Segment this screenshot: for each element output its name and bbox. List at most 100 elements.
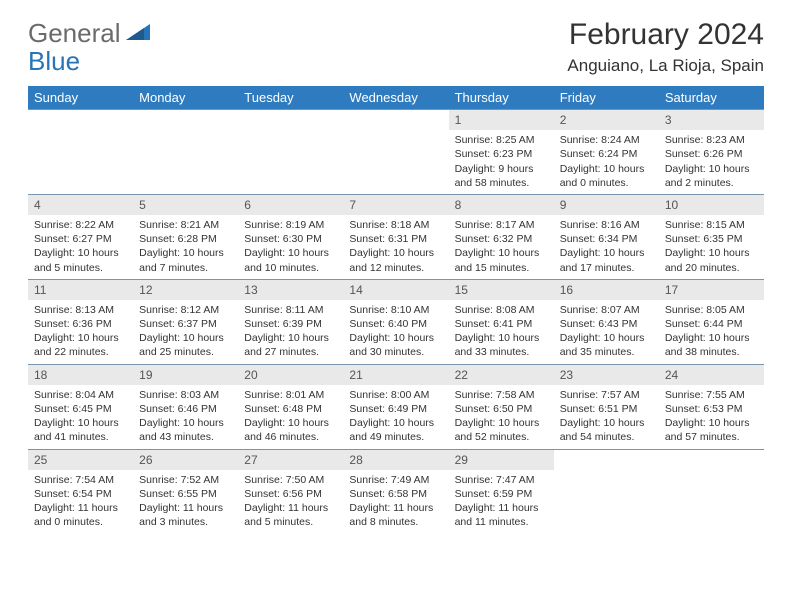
- day-content-cell: Sunrise: 8:07 AMSunset: 6:43 PMDaylight:…: [554, 300, 659, 364]
- day-number-cell: 24: [659, 364, 764, 385]
- day-content-row: Sunrise: 8:22 AMSunset: 6:27 PMDaylight:…: [28, 215, 764, 279]
- calendar-body: 123Sunrise: 8:25 AMSunset: 6:23 PMDaylig…: [28, 110, 764, 534]
- day-number-cell: 23: [554, 364, 659, 385]
- day-content-cell: Sunrise: 7:49 AMSunset: 6:58 PMDaylight:…: [343, 470, 448, 534]
- day-number-row: 18192021222324: [28, 364, 764, 385]
- day-content-cell: Sunrise: 8:04 AMSunset: 6:45 PMDaylight:…: [28, 385, 133, 449]
- day-content-cell: Sunrise: 8:11 AMSunset: 6:39 PMDaylight:…: [238, 300, 343, 364]
- day-content-cell: Sunrise: 8:08 AMSunset: 6:41 PMDaylight:…: [449, 300, 554, 364]
- day-details: Sunrise: 8:13 AMSunset: 6:36 PMDaylight:…: [34, 303, 127, 360]
- triangle-icon: [126, 18, 152, 49]
- weekday-header: Sunday: [28, 86, 133, 110]
- weekday-header: Wednesday: [343, 86, 448, 110]
- day-details: Sunrise: 8:16 AMSunset: 6:34 PMDaylight:…: [560, 218, 653, 275]
- day-details: Sunrise: 8:15 AMSunset: 6:35 PMDaylight:…: [665, 218, 758, 275]
- day-number-cell: 8: [449, 194, 554, 215]
- day-details: Sunrise: 8:01 AMSunset: 6:48 PMDaylight:…: [244, 388, 337, 445]
- day-number-cell: 18: [28, 364, 133, 385]
- day-content-cell: Sunrise: 7:57 AMSunset: 6:51 PMDaylight:…: [554, 385, 659, 449]
- day-content-cell: Sunrise: 8:00 AMSunset: 6:49 PMDaylight:…: [343, 385, 448, 449]
- day-number-cell: 9: [554, 194, 659, 215]
- logo-word-1: General: [28, 18, 121, 49]
- day-number-cell: 19: [133, 364, 238, 385]
- day-content-cell: Sunrise: 8:15 AMSunset: 6:35 PMDaylight:…: [659, 215, 764, 279]
- page-title: February 2024: [567, 18, 764, 52]
- day-number-cell: 20: [238, 364, 343, 385]
- day-number-cell: 4: [28, 194, 133, 215]
- day-details: Sunrise: 8:03 AMSunset: 6:46 PMDaylight:…: [139, 388, 232, 445]
- day-number-cell: 11: [28, 279, 133, 300]
- day-content-row: Sunrise: 8:13 AMSunset: 6:36 PMDaylight:…: [28, 300, 764, 364]
- day-content-cell: Sunrise: 8:24 AMSunset: 6:24 PMDaylight:…: [554, 130, 659, 194]
- day-content-cell: Sunrise: 8:19 AMSunset: 6:30 PMDaylight:…: [238, 215, 343, 279]
- day-content-cell: [554, 470, 659, 534]
- day-number-cell: 27: [238, 449, 343, 470]
- day-content-cell: Sunrise: 8:16 AMSunset: 6:34 PMDaylight:…: [554, 215, 659, 279]
- day-details: Sunrise: 8:04 AMSunset: 6:45 PMDaylight:…: [34, 388, 127, 445]
- day-number-cell: [659, 449, 764, 470]
- day-details: Sunrise: 8:25 AMSunset: 6:23 PMDaylight:…: [455, 133, 548, 190]
- day-details: Sunrise: 7:50 AMSunset: 6:56 PMDaylight:…: [244, 473, 337, 530]
- logo-word-2: Blue: [28, 46, 80, 77]
- day-content-row: Sunrise: 8:25 AMSunset: 6:23 PMDaylight:…: [28, 130, 764, 194]
- day-details: Sunrise: 8:24 AMSunset: 6:24 PMDaylight:…: [560, 133, 653, 190]
- day-number-cell: 25: [28, 449, 133, 470]
- day-details: Sunrise: 7:57 AMSunset: 6:51 PMDaylight:…: [560, 388, 653, 445]
- day-content-cell: Sunrise: 7:52 AMSunset: 6:55 PMDaylight:…: [133, 470, 238, 534]
- day-number-cell: 28: [343, 449, 448, 470]
- day-content-cell: Sunrise: 8:13 AMSunset: 6:36 PMDaylight:…: [28, 300, 133, 364]
- day-number-cell: 26: [133, 449, 238, 470]
- day-number-cell: [554, 449, 659, 470]
- weekday-header: Tuesday: [238, 86, 343, 110]
- day-number-cell: 6: [238, 194, 343, 215]
- day-content-cell: [238, 130, 343, 194]
- day-number-row: 11121314151617: [28, 279, 764, 300]
- location: Anguiano, La Rioja, Spain: [567, 56, 764, 76]
- day-content-cell: [28, 130, 133, 194]
- day-content-row: Sunrise: 8:04 AMSunset: 6:45 PMDaylight:…: [28, 385, 764, 449]
- weekday-header: Saturday: [659, 86, 764, 110]
- day-details: Sunrise: 7:58 AMSunset: 6:50 PMDaylight:…: [455, 388, 548, 445]
- weekday-header: Thursday: [449, 86, 554, 110]
- day-number-cell: [238, 110, 343, 131]
- day-details: Sunrise: 8:10 AMSunset: 6:40 PMDaylight:…: [349, 303, 442, 360]
- day-details: Sunrise: 8:18 AMSunset: 6:31 PMDaylight:…: [349, 218, 442, 275]
- logo: General: [28, 18, 154, 49]
- day-number-cell: 17: [659, 279, 764, 300]
- day-details: Sunrise: 8:19 AMSunset: 6:30 PMDaylight:…: [244, 218, 337, 275]
- weekday-header: Monday: [133, 86, 238, 110]
- day-content-cell: [133, 130, 238, 194]
- day-details: Sunrise: 8:23 AMSunset: 6:26 PMDaylight:…: [665, 133, 758, 190]
- day-details: Sunrise: 8:12 AMSunset: 6:37 PMDaylight:…: [139, 303, 232, 360]
- day-number-cell: 10: [659, 194, 764, 215]
- day-number-cell: 16: [554, 279, 659, 300]
- day-content-cell: [659, 470, 764, 534]
- day-content-cell: Sunrise: 7:55 AMSunset: 6:53 PMDaylight:…: [659, 385, 764, 449]
- day-number-row: 45678910: [28, 194, 764, 215]
- day-number-cell: [343, 110, 448, 131]
- day-number-cell: 12: [133, 279, 238, 300]
- day-details: Sunrise: 7:47 AMSunset: 6:59 PMDaylight:…: [455, 473, 548, 530]
- day-content-row: Sunrise: 7:54 AMSunset: 6:54 PMDaylight:…: [28, 470, 764, 534]
- header: General February 2024 Anguiano, La Rioja…: [28, 18, 764, 76]
- day-number-cell: 22: [449, 364, 554, 385]
- day-number-cell: 21: [343, 364, 448, 385]
- day-details: Sunrise: 8:07 AMSunset: 6:43 PMDaylight:…: [560, 303, 653, 360]
- day-content-cell: Sunrise: 8:21 AMSunset: 6:28 PMDaylight:…: [133, 215, 238, 279]
- day-content-cell: Sunrise: 8:22 AMSunset: 6:27 PMDaylight:…: [28, 215, 133, 279]
- title-block: February 2024 Anguiano, La Rioja, Spain: [567, 18, 764, 76]
- day-number-cell: 1: [449, 110, 554, 131]
- day-details: Sunrise: 7:55 AMSunset: 6:53 PMDaylight:…: [665, 388, 758, 445]
- day-content-cell: Sunrise: 8:05 AMSunset: 6:44 PMDaylight:…: [659, 300, 764, 364]
- day-details: Sunrise: 7:52 AMSunset: 6:55 PMDaylight:…: [139, 473, 232, 530]
- day-details: Sunrise: 8:21 AMSunset: 6:28 PMDaylight:…: [139, 218, 232, 275]
- day-number-row: 2526272829: [28, 449, 764, 470]
- day-details: Sunrise: 8:17 AMSunset: 6:32 PMDaylight:…: [455, 218, 548, 275]
- day-number-cell: 3: [659, 110, 764, 131]
- day-details: Sunrise: 7:54 AMSunset: 6:54 PMDaylight:…: [34, 473, 127, 530]
- day-content-cell: Sunrise: 7:54 AMSunset: 6:54 PMDaylight:…: [28, 470, 133, 534]
- day-number-cell: 29: [449, 449, 554, 470]
- day-content-cell: Sunrise: 7:47 AMSunset: 6:59 PMDaylight:…: [449, 470, 554, 534]
- day-details: Sunrise: 8:00 AMSunset: 6:49 PMDaylight:…: [349, 388, 442, 445]
- day-content-cell: [343, 130, 448, 194]
